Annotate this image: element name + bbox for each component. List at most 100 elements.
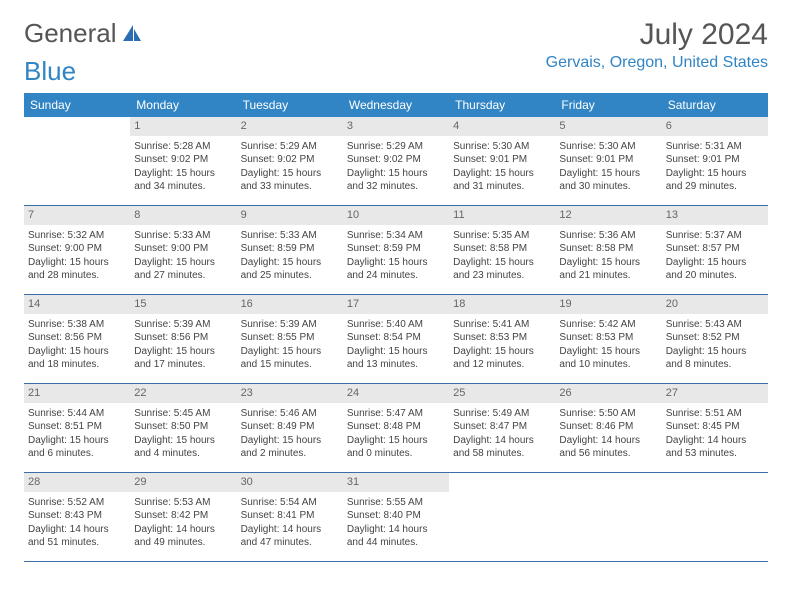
day-number: 25 [449, 384, 555, 403]
day-info: Sunrise: 5:40 AMSunset: 8:54 PMDaylight:… [347, 318, 445, 372]
day-number: 21 [24, 384, 130, 403]
weekday-label: Tuesday [237, 93, 343, 117]
day-info: Sunrise: 5:43 AMSunset: 8:52 PMDaylight:… [666, 318, 764, 372]
calendar-day: 9 Sunrise: 5:33 AMSunset: 8:59 PMDaylight… [237, 206, 343, 294]
calendar-day: 21 Sunrise: 5:44 AMSunset: 8:51 PMDayligh… [24, 384, 130, 472]
day-info: Sunrise: 5:54 AMSunset: 8:41 PMDaylight:… [241, 496, 339, 550]
weekday-label: Wednesday [343, 93, 449, 117]
weekday-label: Friday [555, 93, 661, 117]
calendar-week: 7Sunrise: 5:32 AMSunset: 9:00 PMDaylight… [24, 206, 768, 295]
day-info: Sunrise: 5:55 AMSunset: 8:40 PMDaylight:… [347, 496, 445, 550]
day-number: 6 [662, 117, 768, 136]
day-info: Sunrise: 5:53 AMSunset: 8:42 PMDaylight:… [134, 496, 232, 550]
day-info: Sunrise: 5:41 AMSunset: 8:53 PMDaylight:… [453, 318, 551, 372]
day-info: Sunrise: 5:34 AMSunset: 8:59 PMDaylight:… [347, 229, 445, 283]
day-info: Sunrise: 5:44 AMSunset: 8:51 PMDaylight:… [28, 407, 126, 461]
day-info: Sunrise: 5:39 AMSunset: 8:55 PMDaylight:… [241, 318, 339, 372]
day-number: 10 [343, 206, 449, 225]
calendar-day: 30 Sunrise: 5:54 AMSunset: 8:41 PMDayligh… [237, 473, 343, 561]
calendar-day-empty [662, 473, 768, 561]
day-info: Sunrise: 5:33 AMSunset: 8:59 PMDaylight:… [241, 229, 339, 283]
day-info: Sunrise: 5:39 AMSunset: 8:56 PMDaylight:… [134, 318, 232, 372]
day-number: 15 [130, 295, 236, 314]
weekday-label: Saturday [662, 93, 768, 117]
calendar-day: 10 Sunrise: 5:34 AMSunset: 8:59 PMDayligh… [343, 206, 449, 294]
calendar-day: 26Sunrise: 5:50 AMSunset: 8:46 PMDayligh… [555, 384, 661, 472]
calendar-day: 5 Sunrise: 5:30 AMSunset: 9:01 PMDaylight… [555, 117, 661, 205]
calendar-day: 18Sunrise: 5:41 AMSunset: 8:53 PMDayligh… [449, 295, 555, 383]
day-number: 9 [237, 206, 343, 225]
day-number: 2 [237, 117, 343, 136]
calendar-day: 15 Sunrise: 5:39 AMSunset: 8:56 PMDayligh… [130, 295, 236, 383]
day-info: Sunrise: 5:51 AMSunset: 8:45 PMDaylight:… [666, 407, 764, 461]
calendar-day: 1 Sunrise: 5:28 AMSunset: 9:02 PMDaylight… [130, 117, 236, 205]
day-number: 5 [555, 117, 661, 136]
day-info: Sunrise: 5:31 AMSunset: 9:01 PMDaylight:… [666, 140, 764, 194]
calendar-day-empty [449, 473, 555, 561]
calendar-day: 23Sunrise: 5:46 AMSunset: 8:49 PMDayligh… [237, 384, 343, 472]
calendar: SundayMondayTuesdayWednesdayThursdayFrid… [24, 93, 768, 562]
day-info: Sunrise: 5:33 AMSunset: 9:00 PMDaylight:… [134, 229, 232, 283]
calendar-day: 27 Sunrise: 5:51 AMSunset: 8:45 PMDayligh… [662, 384, 768, 472]
day-number: 29 [130, 473, 236, 492]
logo-text-1: General [24, 18, 117, 49]
day-info: Sunrise: 5:49 AMSunset: 8:47 PMDaylight:… [453, 407, 551, 461]
calendar-day: 29 Sunrise: 5:53 AMSunset: 8:42 PMDayligh… [130, 473, 236, 561]
day-info: Sunrise: 5:52 AMSunset: 8:43 PMDaylight:… [28, 496, 126, 550]
day-info: Sunrise: 5:45 AMSunset: 8:50 PMDaylight:… [134, 407, 232, 461]
calendar-day-empty [24, 117, 130, 205]
day-number: 11 [449, 206, 555, 225]
day-info: Sunrise: 5:29 AMSunset: 9:02 PMDaylight:… [347, 140, 445, 194]
day-number: 30 [237, 473, 343, 492]
calendar-week: 14Sunrise: 5:38 AMSunset: 8:56 PMDayligh… [24, 295, 768, 384]
calendar-day: 28 Sunrise: 5:52 AMSunset: 8:43 PMDayligh… [24, 473, 130, 561]
weekday-header: SundayMondayTuesdayWednesdayThursdayFrid… [24, 93, 768, 117]
day-number: 14 [24, 295, 130, 314]
calendar-day: 2 Sunrise: 5:29 AMSunset: 9:02 PMDaylight… [237, 117, 343, 205]
day-number: 1 [130, 117, 236, 136]
day-info: Sunrise: 5:47 AMSunset: 8:48 PMDaylight:… [347, 407, 445, 461]
day-number: 8 [130, 206, 236, 225]
logo-text-2: Blue [24, 56, 768, 87]
day-number: 19 [555, 295, 661, 314]
calendar-day: 14Sunrise: 5:38 AMSunset: 8:56 PMDayligh… [24, 295, 130, 383]
day-number: 3 [343, 117, 449, 136]
day-number: 13 [662, 206, 768, 225]
day-number: 20 [662, 295, 768, 314]
day-number: 24 [343, 384, 449, 403]
calendar-day: 4Sunrise: 5:30 AMSunset: 9:01 PMDaylight… [449, 117, 555, 205]
calendar-day: 13 Sunrise: 5:37 AMSunset: 8:57 PMDayligh… [662, 206, 768, 294]
day-info: Sunrise: 5:37 AMSunset: 8:57 PMDaylight:… [666, 229, 764, 283]
day-number: 31 [343, 473, 449, 492]
weekday-label: Thursday [449, 93, 555, 117]
calendar-day: 20 Sunrise: 5:43 AMSunset: 8:52 PMDayligh… [662, 295, 768, 383]
day-number: 22 [130, 384, 236, 403]
calendar-day: 7Sunrise: 5:32 AMSunset: 9:00 PMDaylight… [24, 206, 130, 294]
day-info: Sunrise: 5:36 AMSunset: 8:58 PMDaylight:… [559, 229, 657, 283]
day-info: Sunrise: 5:28 AMSunset: 9:02 PMDaylight:… [134, 140, 232, 194]
logo-sail-icon [121, 23, 143, 45]
calendar-day: 22 Sunrise: 5:45 AMSunset: 8:50 PMDayligh… [130, 384, 236, 472]
calendar-day: 12 Sunrise: 5:36 AMSunset: 8:58 PMDayligh… [555, 206, 661, 294]
calendar-day: 31 Sunrise: 5:55 AMSunset: 8:40 PMDayligh… [343, 473, 449, 561]
day-info: Sunrise: 5:30 AMSunset: 9:01 PMDaylight:… [559, 140, 657, 194]
day-number: 27 [662, 384, 768, 403]
day-number: 12 [555, 206, 661, 225]
day-number: 28 [24, 473, 130, 492]
day-info: Sunrise: 5:50 AMSunset: 8:46 PMDaylight:… [559, 407, 657, 461]
calendar-day-empty [555, 473, 661, 561]
day-number: 17 [343, 295, 449, 314]
calendar-day: 6 Sunrise: 5:31 AMSunset: 9:01 PMDaylight… [662, 117, 768, 205]
day-info: Sunrise: 5:42 AMSunset: 8:53 PMDaylight:… [559, 318, 657, 372]
weekday-label: Sunday [24, 93, 130, 117]
day-number: 16 [237, 295, 343, 314]
day-info: Sunrise: 5:29 AMSunset: 9:02 PMDaylight:… [241, 140, 339, 194]
calendar-day: 11 Sunrise: 5:35 AMSunset: 8:58 PMDayligh… [449, 206, 555, 294]
day-info: Sunrise: 5:30 AMSunset: 9:01 PMDaylight:… [453, 140, 551, 194]
calendar-day: 3 Sunrise: 5:29 AMSunset: 9:02 PMDaylight… [343, 117, 449, 205]
day-info: Sunrise: 5:32 AMSunset: 9:00 PMDaylight:… [28, 229, 126, 283]
day-info: Sunrise: 5:35 AMSunset: 8:58 PMDaylight:… [453, 229, 551, 283]
calendar-day: 24 Sunrise: 5:47 AMSunset: 8:48 PMDayligh… [343, 384, 449, 472]
calendar-week: 1 Sunrise: 5:28 AMSunset: 9:02 PMDaylight… [24, 117, 768, 206]
calendar-week: 21 Sunrise: 5:44 AMSunset: 8:51 PMDayligh… [24, 384, 768, 473]
